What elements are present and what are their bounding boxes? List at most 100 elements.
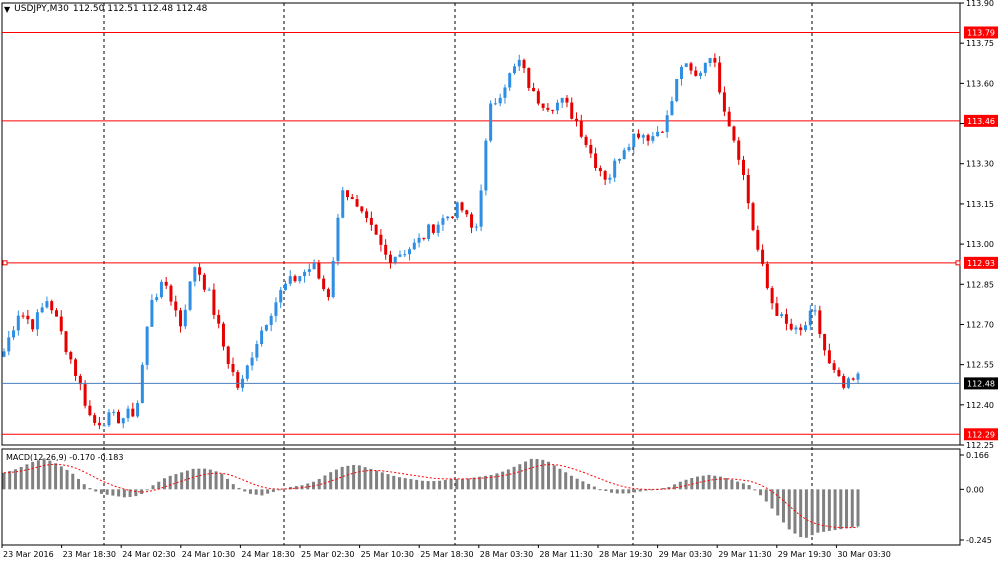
candle-bull bbox=[121, 418, 125, 424]
macd-histogram-bar bbox=[111, 489, 115, 496]
macd-histogram-bar bbox=[478, 476, 482, 490]
candle-bear bbox=[179, 310, 183, 327]
macd-histogram-bar bbox=[174, 474, 178, 490]
candle-bear bbox=[221, 323, 225, 347]
candle-bull bbox=[303, 271, 307, 277]
candle-bull bbox=[331, 260, 335, 298]
candle-bull bbox=[508, 73, 512, 88]
candle-bull bbox=[656, 131, 660, 137]
macd-histogram-bar bbox=[369, 468, 373, 490]
time-tick-label: 25 Mar 18:30 bbox=[420, 550, 473, 559]
macd-histogram-bar bbox=[592, 486, 596, 490]
macd-histogram-bar bbox=[432, 481, 436, 490]
dropdown-triangle-icon[interactable]: ▼ bbox=[4, 4, 11, 14]
macd-histogram-bar bbox=[203, 468, 207, 490]
level-price-tag bbox=[964, 114, 998, 127]
macd-histogram-bar bbox=[277, 489, 281, 491]
candle-bear bbox=[761, 249, 765, 264]
candle-bull bbox=[7, 337, 11, 352]
candle-bull bbox=[264, 324, 268, 331]
macd-histogram-bar bbox=[42, 458, 46, 490]
macd-histogram-bar bbox=[472, 477, 476, 490]
level-handle-left[interactable] bbox=[2, 260, 8, 266]
macd-histogram-bar bbox=[443, 479, 447, 490]
time-tick-label: 24 Mar 18:30 bbox=[241, 550, 294, 559]
macd-histogram-bar bbox=[271, 489, 275, 492]
candle-bear bbox=[217, 314, 221, 324]
candle-bull bbox=[312, 262, 316, 270]
candle-bear bbox=[374, 224, 378, 235]
candle-bear bbox=[598, 168, 602, 172]
candle-bear bbox=[565, 97, 569, 103]
macd-histogram-bar bbox=[415, 479, 419, 490]
candle-bear bbox=[59, 316, 63, 332]
candle-bull bbox=[427, 224, 431, 239]
macd-histogram-bar bbox=[214, 471, 218, 490]
time-tick-label: 23 Mar 18:30 bbox=[63, 550, 116, 559]
candle-bear bbox=[741, 159, 745, 175]
macd-histogram-bar bbox=[237, 487, 241, 490]
candle-bear bbox=[450, 216, 454, 218]
candle-bear bbox=[470, 214, 474, 228]
candle-bear bbox=[732, 126, 736, 141]
candle-bear bbox=[64, 331, 68, 353]
macd-histogram-bar bbox=[615, 489, 619, 494]
last-price-tag bbox=[964, 377, 998, 390]
macd-histogram-bar bbox=[455, 478, 459, 490]
candle-bear bbox=[851, 378, 855, 380]
macd-histogram-bar bbox=[524, 461, 528, 490]
macd-histogram-bar bbox=[529, 458, 533, 490]
time-tick-label: 29 Mar 11:30 bbox=[718, 550, 771, 559]
macd-histogram-bar bbox=[19, 466, 23, 490]
macd-histogram-bar bbox=[759, 489, 763, 496]
candle-bull bbox=[794, 327, 798, 330]
macd-histogram-bar bbox=[518, 464, 522, 490]
candle-bull bbox=[279, 290, 283, 303]
candle-bull bbox=[255, 344, 259, 358]
ohlc-values: 112.50 112.51 112.48 112.48 bbox=[72, 4, 208, 14]
macd-histogram-bar bbox=[810, 489, 814, 536]
macd-histogram-bar bbox=[145, 489, 149, 491]
macd-histogram-bar bbox=[541, 459, 545, 490]
macd-histogram-bar bbox=[581, 481, 585, 490]
candle-bear bbox=[369, 217, 373, 225]
macd-histogram-bar bbox=[77, 478, 81, 490]
macd-histogram-bar bbox=[736, 481, 740, 490]
macd-histogram-bar bbox=[266, 489, 270, 494]
macd-histogram-bar bbox=[822, 489, 826, 532]
candle-bull bbox=[479, 190, 483, 227]
macd-histogram-bar bbox=[483, 475, 487, 490]
price-tick-label: 112.85 bbox=[966, 280, 994, 289]
candle-bear bbox=[637, 133, 641, 138]
candle-bull bbox=[126, 408, 130, 419]
candle-bear bbox=[326, 289, 330, 298]
level-handle-right[interactable] bbox=[955, 260, 961, 266]
macd-histogram-bar bbox=[638, 489, 642, 492]
candle-bull bbox=[16, 315, 20, 331]
macd-histogram-bar bbox=[747, 485, 751, 490]
candle-bear bbox=[174, 301, 178, 311]
candle-bull bbox=[193, 267, 197, 282]
candle-bull bbox=[336, 217, 340, 261]
candle-bull bbox=[622, 150, 626, 159]
macd-histogram-bar bbox=[88, 488, 92, 490]
candle-bull bbox=[207, 289, 211, 291]
candle-bear bbox=[713, 58, 717, 63]
price-tick-label: 113.15 bbox=[966, 200, 994, 209]
candle-bear bbox=[603, 171, 607, 180]
level-price-label: 112.29 bbox=[967, 430, 995, 439]
candle-bull bbox=[250, 357, 254, 366]
candle-bull bbox=[245, 365, 249, 379]
macd-panel-frame bbox=[1, 448, 961, 546]
macd-histogram-bar bbox=[558, 468, 562, 490]
macd-histogram-bar bbox=[569, 475, 573, 490]
macd-histogram-bar bbox=[48, 460, 52, 490]
candle-bull bbox=[35, 312, 39, 330]
time-tick-label: 30 Mar 03:30 bbox=[837, 550, 890, 559]
candle-bear bbox=[50, 301, 54, 311]
candle-bull bbox=[298, 276, 302, 282]
macd-histogram-bar bbox=[587, 483, 591, 490]
macd-histogram-bar bbox=[197, 468, 201, 490]
macd-histogram-bar bbox=[128, 489, 132, 497]
